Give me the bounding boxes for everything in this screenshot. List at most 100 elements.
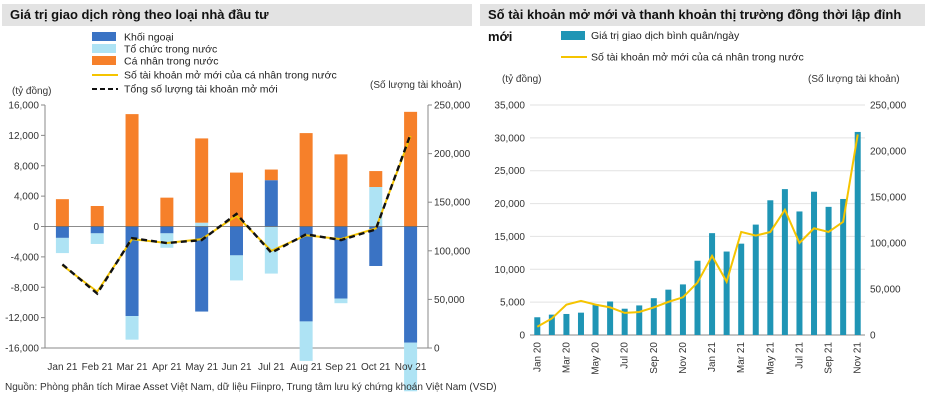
x-tick-label: Oct 21 bbox=[361, 362, 391, 373]
bar-liquidity bbox=[694, 260, 701, 335]
legend-label: Số tài khoản mở mới của cá nhân trong nư… bbox=[591, 52, 804, 64]
bar-Khối ngoại bbox=[55, 226, 69, 238]
bar-liquidity bbox=[840, 198, 847, 335]
y2-axis-label: (Số lượng tài khoản) bbox=[808, 73, 900, 85]
bar-liquidity bbox=[577, 312, 584, 335]
y-tick-label: 20,000 bbox=[494, 199, 525, 210]
legend-swatch bbox=[92, 32, 116, 41]
bar-Tổ chức trong nước bbox=[334, 298, 348, 304]
bar-liquidity bbox=[825, 206, 832, 335]
bar-Tổ chức trong nước bbox=[160, 233, 174, 248]
bar-liquidity bbox=[650, 298, 657, 335]
bar-liquidity bbox=[796, 211, 803, 335]
y2-axis-label: (Số lượng tài khoản) bbox=[370, 79, 462, 91]
y2-tick-label: 0 bbox=[870, 331, 876, 342]
x-tick-label: May 21 bbox=[765, 342, 776, 375]
bar-Khối ngoại bbox=[90, 226, 104, 234]
bar-Tổ chức trong nước bbox=[55, 237, 69, 254]
x-tick-label: Jul 21 bbox=[258, 362, 285, 373]
y2-tick-label: 0 bbox=[434, 344, 440, 355]
legend-label: Giá trị giao dịch bình quân/ngày bbox=[591, 30, 740, 42]
y2-tick-label: 150,000 bbox=[870, 193, 907, 204]
y-tick-label: -8,000 bbox=[11, 283, 40, 294]
y-tick-label: 30,000 bbox=[494, 133, 525, 144]
y2-tick-label: 50,000 bbox=[434, 295, 465, 306]
x-tick-label: Jan 20 bbox=[532, 342, 543, 372]
legend-swatch bbox=[561, 31, 585, 40]
bar-liquidity bbox=[752, 224, 759, 335]
y2-tick-label: 150,000 bbox=[434, 198, 471, 209]
x-tick-label: Mar 21 bbox=[736, 342, 747, 374]
y-tick-label: 5,000 bbox=[500, 298, 525, 309]
bar-liquidity bbox=[607, 301, 614, 335]
y2-tick-label: 250,000 bbox=[434, 101, 471, 112]
source-note: Nguồn: Phòng phân tích Mirae Asset Việt … bbox=[5, 382, 497, 393]
x-tick-label: Jul 21 bbox=[794, 342, 805, 369]
y-axis-label: (tỷ đồng) bbox=[502, 73, 541, 85]
legend-label: Tổng số lượng tài khoản mở mới bbox=[124, 84, 278, 96]
y-tick-label: 4,000 bbox=[14, 192, 39, 203]
bar-liquidity bbox=[621, 308, 628, 335]
bar-Cá nhân trong nước bbox=[195, 138, 209, 223]
y-tick-label: 15,000 bbox=[494, 232, 525, 243]
bar-Khối ngoại bbox=[125, 226, 139, 317]
y2-tick-label: 50,000 bbox=[870, 285, 901, 296]
x-tick-label: Nov 21 bbox=[853, 342, 864, 374]
x-tick-label: Sep 21 bbox=[824, 342, 835, 374]
legend-label: Cá nhân trong nước bbox=[124, 56, 218, 68]
bar-Cá nhân trong nước bbox=[55, 199, 69, 227]
bar-liquidity bbox=[548, 314, 555, 335]
legend-label: Khối ngoại bbox=[124, 32, 174, 44]
x-tick-label: Aug 21 bbox=[290, 362, 322, 373]
x-tick-label: Nov 21 bbox=[395, 362, 427, 373]
bar-liquidity bbox=[781, 189, 788, 335]
bar-Khối ngoại bbox=[160, 226, 174, 234]
y-tick-label: 25,000 bbox=[494, 166, 525, 177]
bar-liquidity bbox=[854, 131, 861, 335]
line-new-accounts bbox=[536, 134, 859, 328]
bar-liquidity bbox=[563, 313, 570, 335]
bar-Tổ chức trong nước bbox=[299, 321, 313, 361]
y2-tick-label: 100,000 bbox=[870, 239, 907, 250]
y-tick-label: -4,000 bbox=[11, 252, 40, 263]
legend-label: Số tài khoản mở mới của cá nhân trong nư… bbox=[124, 70, 337, 82]
y-tick-label: -12,000 bbox=[5, 313, 39, 324]
x-tick-label: Nov 20 bbox=[678, 342, 689, 374]
left-chart-title: Giá trị giao dịch ròng theo loại nhà đầu… bbox=[2, 4, 472, 26]
bar-liquidity bbox=[709, 233, 716, 335]
y2-tick-label: 100,000 bbox=[434, 246, 471, 257]
x-tick-label: Sep 20 bbox=[649, 342, 660, 374]
bar-Khối ngoại bbox=[264, 180, 278, 227]
line-Tổng số lượng tài khoản mở mới bbox=[61, 133, 412, 296]
bar-Cá nhân trong nước bbox=[369, 171, 383, 188]
bar-Khối ngoại bbox=[404, 226, 418, 343]
y-tick-label: 35,000 bbox=[494, 101, 525, 112]
y2-tick-label: 200,000 bbox=[870, 147, 907, 158]
bar-Cá nhân trong nước bbox=[90, 205, 104, 227]
bar-Cá nhân trong nước bbox=[264, 169, 278, 181]
bar-Cá nhân trong nước bbox=[125, 114, 139, 227]
y-tick-label: -16,000 bbox=[5, 344, 39, 355]
bar-Khối ngoại bbox=[369, 226, 383, 266]
legend-swatch bbox=[92, 44, 116, 53]
x-tick-label: Jan 21 bbox=[707, 342, 718, 372]
bar-Khối ngoại bbox=[195, 226, 209, 312]
x-tick-label: Jul 20 bbox=[620, 342, 631, 369]
x-tick-label: May 20 bbox=[591, 342, 602, 375]
x-tick-label: May 21 bbox=[185, 362, 218, 373]
y2-tick-label: 250,000 bbox=[870, 101, 907, 112]
x-tick-label: Mar 21 bbox=[116, 362, 148, 373]
legend-label: Tổ chức trong nước bbox=[124, 44, 217, 56]
x-tick-label: Sep 21 bbox=[325, 362, 357, 373]
bar-liquidity bbox=[665, 289, 672, 335]
y-tick-label: 16,000 bbox=[8, 101, 39, 112]
y2-tick-label: 200,000 bbox=[434, 149, 471, 160]
bar-liquidity bbox=[679, 284, 686, 335]
right-chart-title: Số tài khoản mở mới và thanh khoản thị t… bbox=[480, 4, 925, 44]
bar-liquidity bbox=[636, 305, 643, 335]
y-tick-label: 12,000 bbox=[8, 131, 39, 142]
bar-Cá nhân trong nước bbox=[334, 154, 348, 227]
bar-Tổ chức trong nước bbox=[230, 255, 243, 281]
bar-Cá nhân trong nước bbox=[299, 133, 313, 227]
